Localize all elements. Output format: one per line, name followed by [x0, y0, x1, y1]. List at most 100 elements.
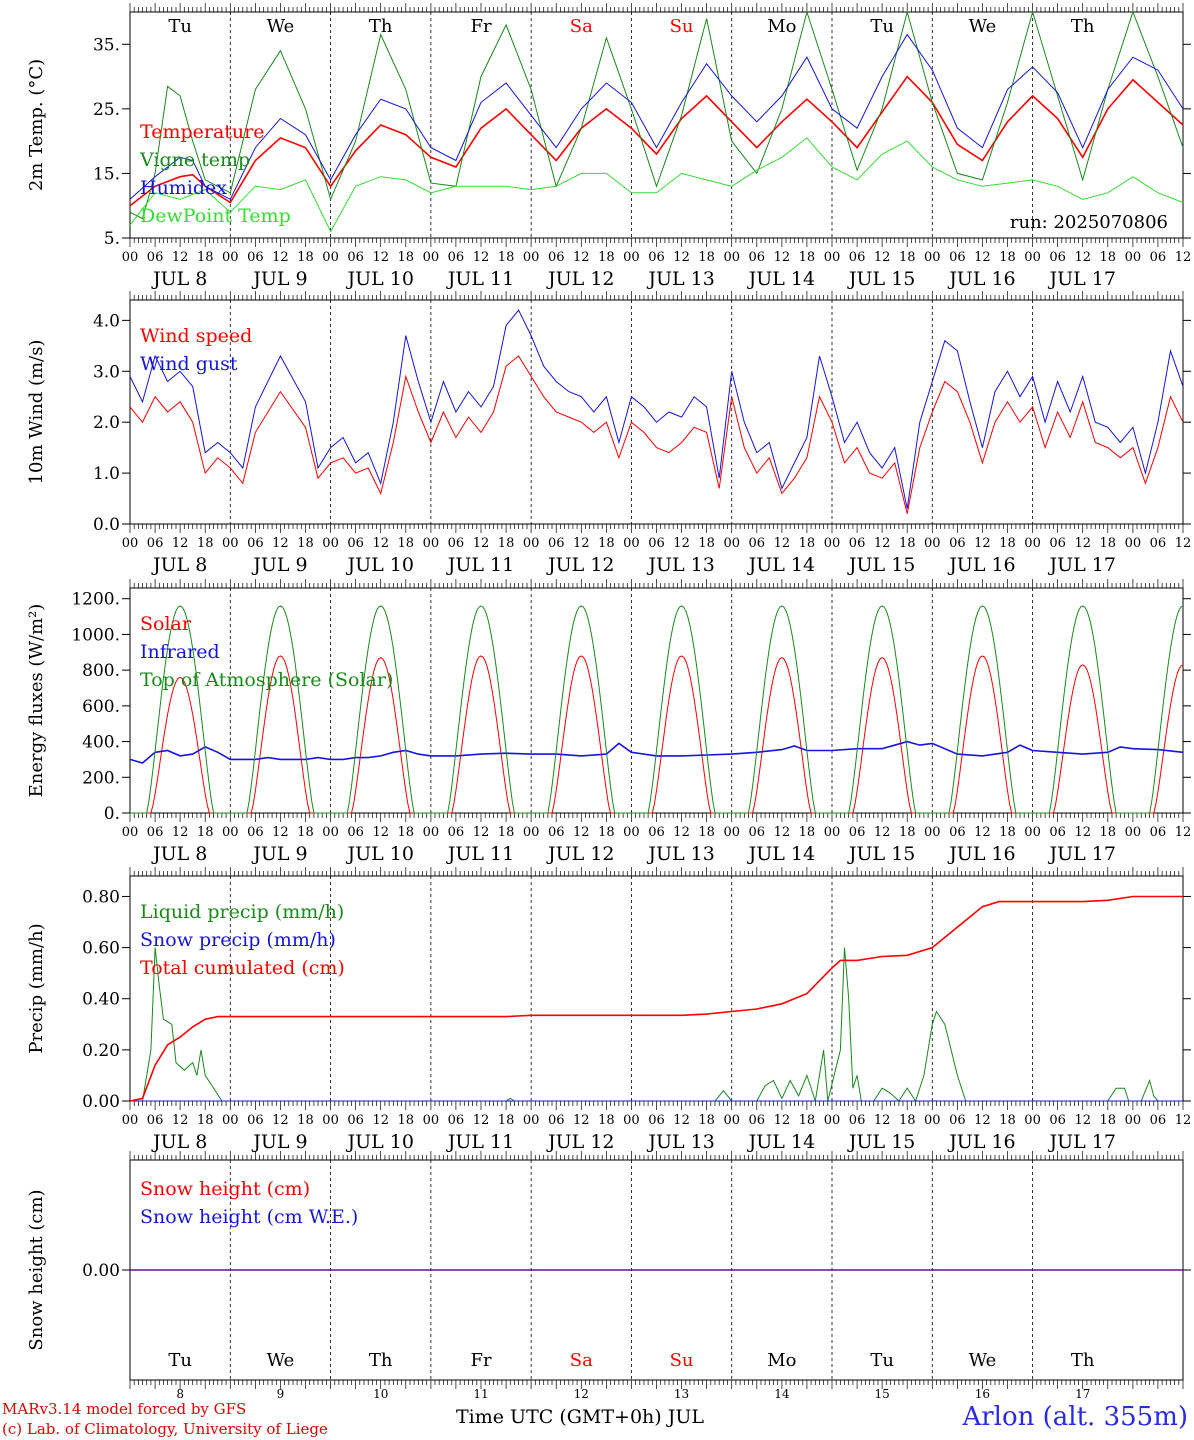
- hour-label: 06: [648, 536, 665, 551]
- hour-label: 18: [598, 536, 615, 551]
- y-tick-label: 0.0: [93, 515, 120, 535]
- hour-label: 06: [247, 536, 264, 551]
- hour-label: 12: [673, 1113, 690, 1128]
- hour-label: 12: [774, 536, 791, 551]
- hour-label: 06: [949, 825, 966, 840]
- hour-label: 18: [899, 536, 916, 551]
- hour-label: 00: [322, 1113, 339, 1128]
- date-label: JUL 12: [546, 843, 614, 865]
- hour-label: 06: [448, 250, 465, 265]
- weekday-label: Tu: [168, 16, 192, 37]
- hour-label: 18: [398, 536, 415, 551]
- hour-label: 18: [197, 536, 214, 551]
- legend-entry: Snow precip (mm/h): [140, 929, 336, 951]
- weekday-label: Tu: [870, 16, 894, 37]
- hour-label: 12: [1175, 250, 1192, 265]
- day-number: 11: [473, 1387, 488, 1401]
- hour-label: 18: [799, 825, 816, 840]
- hour-label: 12: [172, 825, 189, 840]
- hour-label: 12: [1074, 536, 1091, 551]
- hour-label: 06: [347, 825, 364, 840]
- hour-label: 18: [197, 1113, 214, 1128]
- hour-label: 06: [247, 250, 264, 265]
- hour-label: 18: [799, 1113, 816, 1128]
- hour-label: 12: [473, 825, 490, 840]
- hour-label: 00: [723, 1113, 740, 1128]
- hour-label: 06: [949, 536, 966, 551]
- date-label: JUL 10: [345, 1131, 413, 1153]
- date-label: JUL 16: [947, 1131, 1015, 1153]
- hour-label: 00: [1024, 825, 1041, 840]
- hour-label: 12: [372, 536, 389, 551]
- hour-label: 00: [1024, 1113, 1041, 1128]
- hour-label: 06: [347, 536, 364, 551]
- hour-label: 12: [372, 1113, 389, 1128]
- day-number: 16: [975, 1387, 990, 1401]
- date-label: JUL 9: [251, 268, 307, 290]
- hour-label: 00: [723, 536, 740, 551]
- day-number: 14: [774, 1387, 790, 1401]
- weekday-label: Th: [369, 16, 393, 37]
- hour-label: 00: [1024, 250, 1041, 265]
- hour-label: 06: [448, 825, 465, 840]
- hour-label: 12: [272, 250, 289, 265]
- panel-2-frame: [129, 299, 1184, 525]
- hour-label: 06: [548, 250, 565, 265]
- date-label: JUL 12: [546, 1131, 614, 1153]
- hour-label: 00: [423, 825, 440, 840]
- hour-label: 00: [222, 536, 239, 551]
- hour-label: 00: [1125, 825, 1142, 840]
- date-label: JUL 16: [947, 554, 1015, 576]
- y-tick-label: 0.40: [82, 990, 120, 1010]
- hour-label: 12: [1074, 825, 1091, 840]
- y-tick-label: 4.0: [93, 311, 120, 331]
- hour-label: 00: [924, 825, 941, 840]
- date-label: JUL 15: [847, 843, 915, 865]
- hour-label: 18: [498, 825, 515, 840]
- hour-label: 00: [523, 1113, 540, 1128]
- hour-label: 00: [623, 536, 640, 551]
- date-label: JUL 17: [1047, 554, 1115, 576]
- hour-label: 12: [473, 250, 490, 265]
- hour-label: 18: [398, 250, 415, 265]
- hour-label: 06: [548, 536, 565, 551]
- date-label: JUL 8: [151, 268, 207, 290]
- legend-entry: DewPoint Temp: [140, 205, 291, 227]
- hour-label: 12: [874, 1113, 891, 1128]
- series-line-total-cumulated-cm-: [129, 895, 1183, 1102]
- hour-label: 12: [974, 825, 991, 840]
- hour-label: 06: [548, 1113, 565, 1128]
- hour-label: 12: [874, 250, 891, 265]
- hour-label: 12: [573, 536, 590, 551]
- hour-label: 18: [598, 1113, 615, 1128]
- weekday-label: Th: [1071, 16, 1095, 37]
- hour-label: 12: [974, 250, 991, 265]
- weekday-label: Su: [670, 1350, 694, 1371]
- hour-label: 06: [648, 825, 665, 840]
- hour-label: 06: [1150, 250, 1167, 265]
- y-tick-label: 35.: [93, 35, 120, 55]
- hour-label: 00: [523, 825, 540, 840]
- hour-label: 12: [774, 825, 791, 840]
- hour-label: 18: [498, 1113, 515, 1128]
- y-tick-label: 0.00: [82, 1261, 120, 1281]
- legend-entry: Solar: [140, 613, 192, 635]
- date-label: JUL 15: [847, 268, 915, 290]
- date-label: JUL 13: [646, 1131, 714, 1153]
- hour-label: 06: [147, 1113, 164, 1128]
- hour-label: 00: [523, 536, 540, 551]
- weekday-label: Tu: [168, 1350, 192, 1371]
- hour-label: 12: [372, 250, 389, 265]
- station-name: Arlon (alt. 355m): [962, 1402, 1188, 1432]
- hour-label: 06: [749, 825, 766, 840]
- hour-label: 06: [1150, 536, 1167, 551]
- hour-label: 00: [222, 250, 239, 265]
- hour-label: 00: [122, 536, 139, 551]
- y-tick-label: 0.60: [82, 939, 120, 959]
- hour-label: 18: [1100, 250, 1117, 265]
- weekday-label: Fr: [470, 16, 491, 37]
- series-line-wind-speed: [129, 355, 1184, 514]
- hour-label: 00: [423, 250, 440, 265]
- y-axis-title: Snow height (cm): [26, 1189, 47, 1350]
- date-label: JUL 9: [251, 843, 307, 865]
